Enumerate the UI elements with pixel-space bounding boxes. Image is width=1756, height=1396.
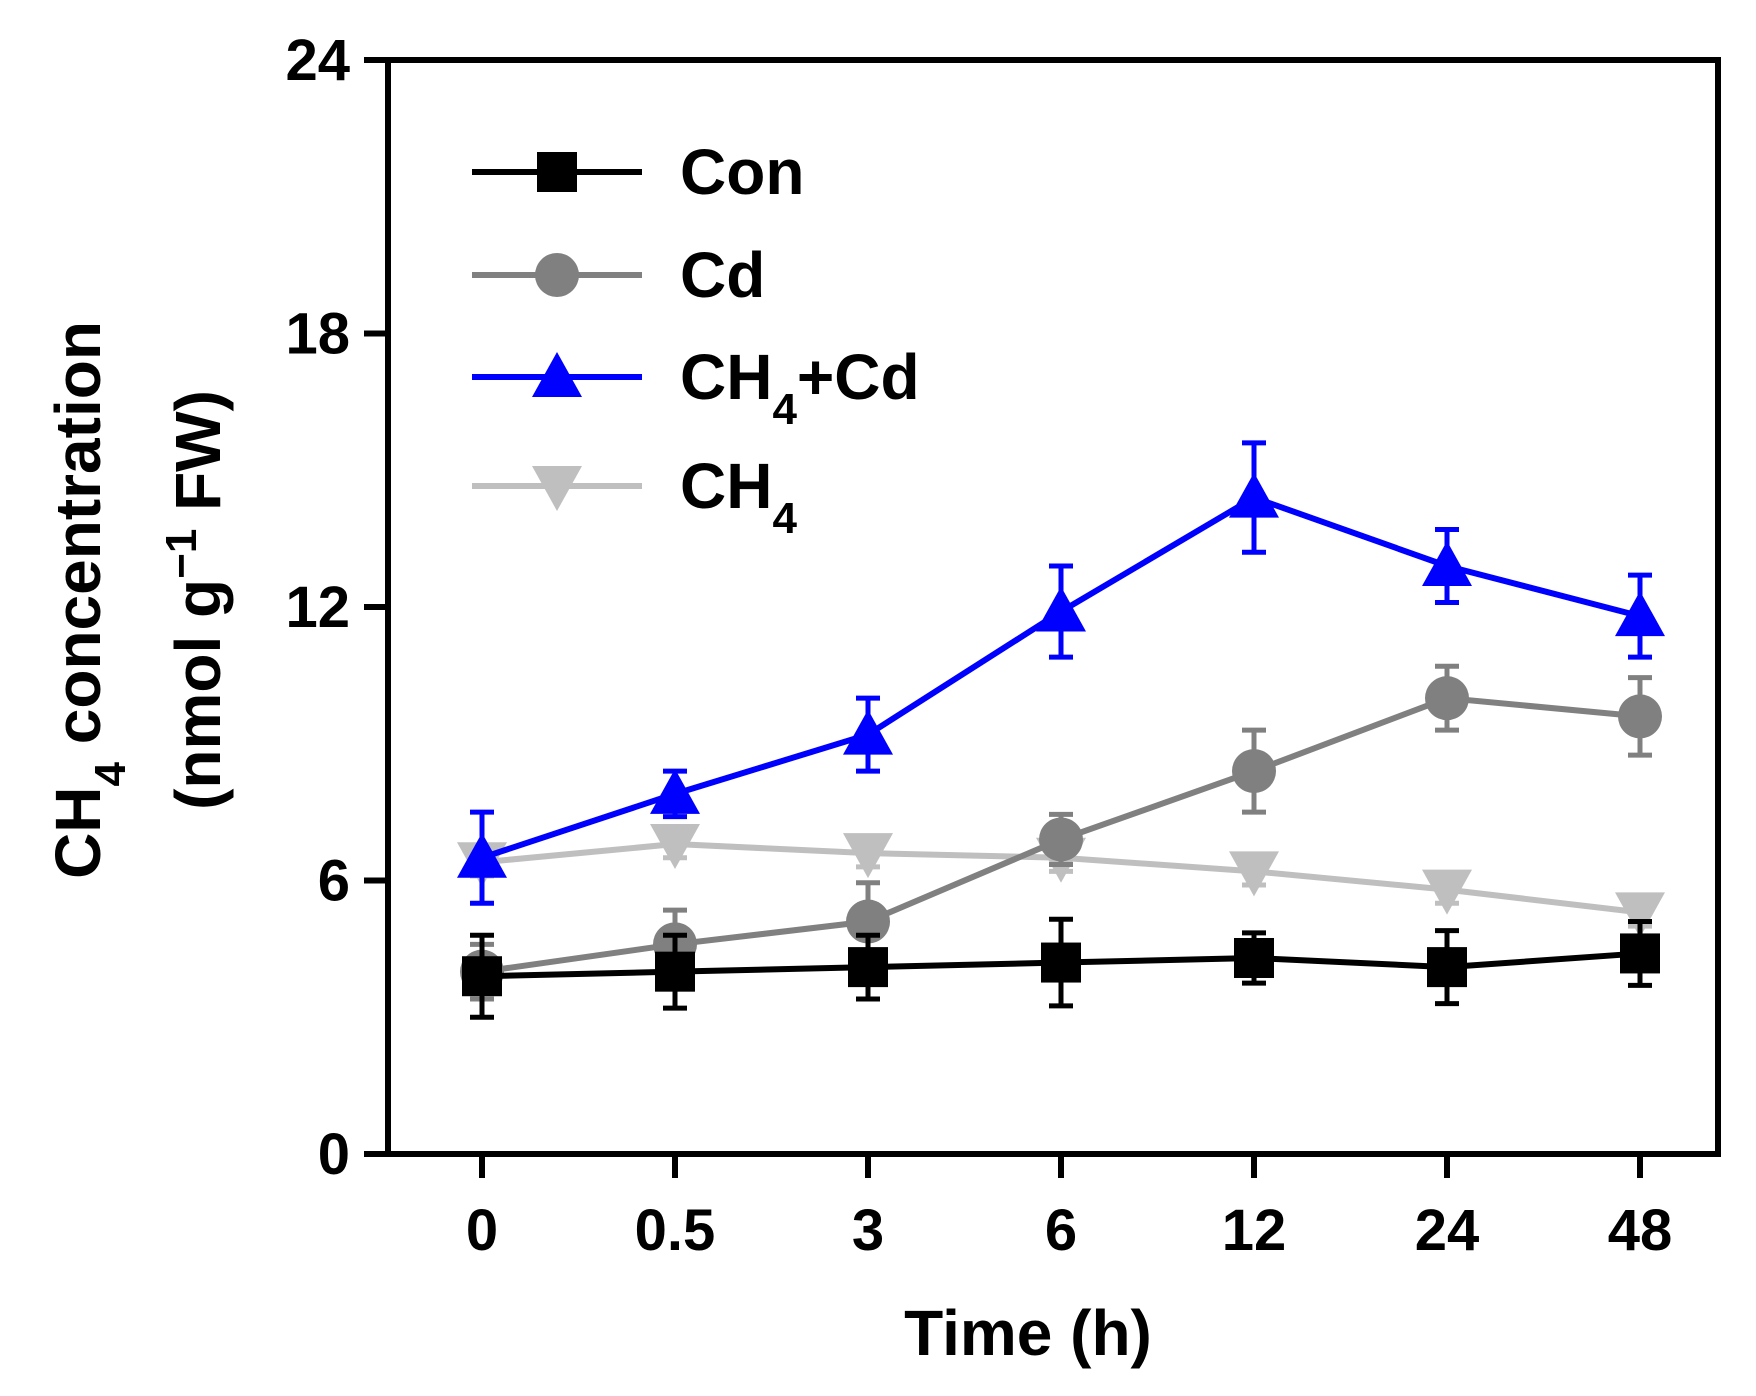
y-axis-title-2: (nmol g−1 FW): [157, 390, 235, 810]
legend-label-ch4-cd: CH4+Cd: [680, 341, 920, 434]
x-axis: 0 0.5 3 6 12 24 48: [466, 1154, 1672, 1263]
legend-marker-ch4-cd: [532, 352, 582, 397]
legend-item-ch4-cd: CH4+Cd: [472, 341, 920, 434]
point-cd-3: [846, 899, 890, 944]
series-ch4-cd: [457, 440, 1665, 906]
y-tick-label-6: 6: [318, 849, 350, 914]
legend-marker-con: [537, 152, 577, 192]
y-axis: 0 6 12 18 24: [285, 28, 388, 1187]
point-con-0: [462, 956, 502, 997]
legend-label-con: Con: [680, 136, 804, 208]
point-con-24: [1427, 947, 1467, 988]
x-tick-label-3: 3: [852, 1198, 884, 1263]
point-ch4-cd-3: [843, 709, 893, 755]
point-cd-6: [1039, 817, 1083, 862]
legend-label-cd: Cd: [680, 239, 765, 311]
series-con: [462, 916, 1660, 1020]
point-ch4-0.5: [650, 824, 700, 870]
legend-marker-ch4: [532, 466, 582, 511]
x-tick-label-0: 0: [466, 1198, 498, 1263]
legend-item-cd: Cd: [472, 239, 765, 311]
y-axis-title-line1: CH4 concentration: [42, 321, 135, 879]
point-cd-24: [1425, 676, 1469, 721]
y-tick-label-0: 0: [318, 1122, 350, 1187]
point-ch4-cd-12: [1229, 472, 1279, 518]
x-tick-label-24: 24: [1415, 1198, 1480, 1263]
legend-item-ch4: CH4: [472, 450, 797, 543]
point-con-48: [1620, 933, 1660, 974]
point-con-6: [1041, 942, 1081, 983]
point-con-3: [848, 947, 888, 988]
legend-item-con: Con: [472, 136, 804, 208]
point-con-12: [1234, 937, 1274, 978]
x-tick-label-12: 12: [1222, 1198, 1287, 1263]
y-tick-label-12: 12: [285, 575, 350, 640]
legend-marker-cd: [535, 253, 579, 297]
point-ch4-48: [1615, 892, 1665, 938]
y-axis-title: CH4 concentration: [42, 321, 135, 879]
point-ch4-cd-24: [1422, 540, 1472, 586]
y-axis-title-line2: (nmol g−1 FW): [157, 390, 235, 810]
legend: Con Cd CH4+Cd CH4: [472, 136, 920, 543]
point-cd-12: [1232, 749, 1276, 794]
plot-marks: [457, 440, 1665, 1020]
point-ch4-3: [843, 833, 893, 879]
point-ch4-cd-6: [1036, 586, 1086, 632]
point-con-0.5: [655, 951, 695, 992]
x-tick-label-0.5: 0.5: [635, 1198, 716, 1263]
y-tick-label-18: 18: [285, 302, 350, 367]
x-tick-label-48: 48: [1608, 1198, 1673, 1263]
point-ch4-cd-0: [457, 832, 507, 878]
legend-label-ch4: CH4: [680, 450, 797, 543]
point-cd-48: [1618, 694, 1662, 739]
x-axis-title: Time (h): [904, 1297, 1152, 1369]
point-ch4-cd-0.5: [650, 768, 700, 814]
x-tick-label-6: 6: [1045, 1198, 1077, 1263]
point-ch4-24: [1422, 869, 1472, 915]
point-ch4-12: [1229, 851, 1279, 897]
y-tick-label-24: 24: [285, 28, 350, 93]
point-ch4-cd-48: [1615, 591, 1665, 637]
